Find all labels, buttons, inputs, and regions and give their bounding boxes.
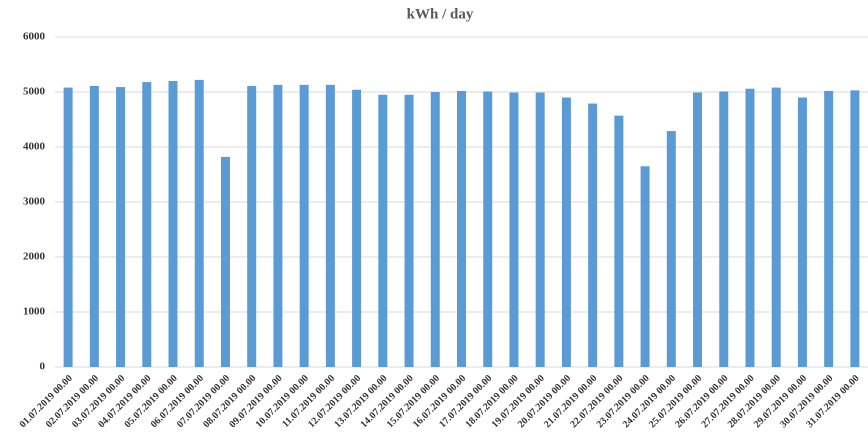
bar (63, 87, 73, 367)
bar (640, 166, 650, 367)
bar (273, 84, 283, 367)
y-tick-label: 0 (40, 361, 46, 373)
bar (404, 94, 414, 367)
bar (614, 115, 624, 368)
y-tick-label: 2000 (23, 251, 46, 263)
bar (719, 91, 729, 367)
bar (535, 92, 545, 368)
y-tick-label: 1000 (23, 306, 46, 318)
bar (850, 90, 860, 367)
bar (745, 88, 755, 367)
y-tick-label: 4000 (23, 141, 46, 153)
bar (797, 97, 807, 367)
bar (168, 81, 178, 367)
bar (483, 91, 493, 367)
bar (771, 87, 781, 367)
bar (693, 92, 703, 368)
bar (325, 84, 335, 367)
bar (116, 87, 126, 368)
chart-title: kWh / day (407, 6, 474, 22)
y-tick-label: 5000 (23, 86, 46, 98)
bar (352, 89, 362, 368)
bar (561, 97, 571, 367)
bar (824, 90, 834, 368)
bar (89, 85, 99, 367)
y-tick-label: 6000 (23, 31, 46, 43)
bar (509, 92, 519, 368)
bar (666, 131, 676, 367)
bar (588, 103, 598, 368)
bar (299, 84, 309, 367)
bar (430, 92, 440, 367)
bar (247, 85, 257, 367)
bar (142, 82, 152, 367)
bar (457, 90, 466, 368)
bar (194, 79, 204, 368)
bar (378, 94, 388, 367)
bar (220, 156, 230, 367)
y-tick-label: 3000 (23, 196, 46, 208)
